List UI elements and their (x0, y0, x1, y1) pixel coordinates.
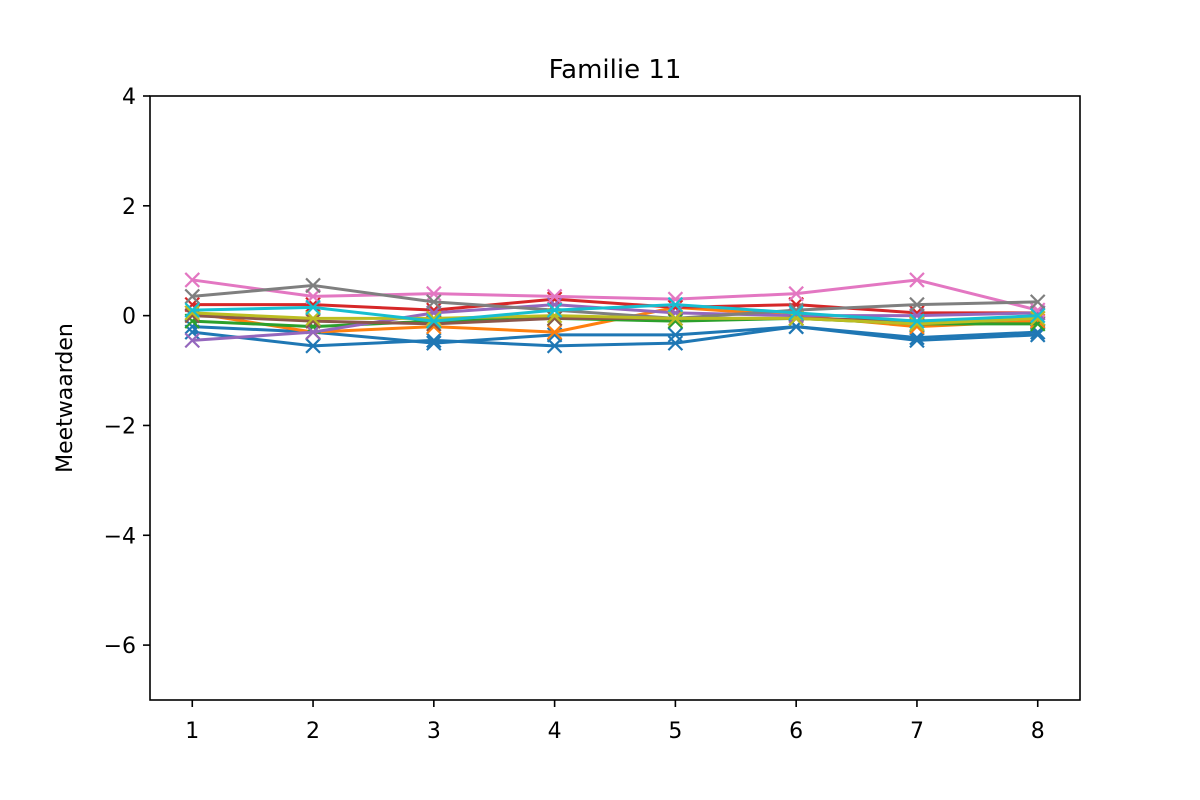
data-point-marker (426, 313, 442, 329)
data-point-marker (667, 296, 684, 313)
x-tick-label: 5 (668, 719, 682, 744)
x-tick-label: 4 (548, 719, 562, 744)
data-point-marker (305, 313, 321, 329)
data-point-marker (1029, 327, 1046, 343)
data-point-marker (909, 296, 925, 313)
axes-layer: 1 2 3 4 5 6 7 8 −6 −4 −2 0 2 4 (104, 85, 1081, 744)
data-point-marker (546, 302, 563, 318)
series-line (192, 278, 1039, 312)
series-line (192, 311, 1038, 326)
data-point-marker (909, 313, 925, 329)
data-point-marker (546, 324, 563, 340)
x-tick-label: 7 (910, 719, 924, 744)
series-11 (184, 296, 1046, 329)
data-point-marker (1029, 294, 1046, 310)
data-point-marker (305, 277, 321, 294)
data-point-marker (305, 324, 321, 340)
y-axis-label: Meetwaarden (53, 323, 78, 473)
data-point-marker (305, 299, 321, 316)
y-tick-label: 2 (122, 195, 136, 220)
data-point-marker (184, 305, 201, 321)
data-point-marker (426, 294, 442, 310)
y-tick-label: 4 (122, 85, 136, 110)
y-tick-label: −4 (104, 524, 136, 549)
data-point-marker (788, 285, 804, 302)
series-line (192, 325, 1038, 348)
data-point-marker (788, 305, 804, 321)
data-point-marker (546, 338, 563, 354)
y-tick-label: −2 (104, 414, 136, 439)
data-point-marker (909, 272, 925, 288)
data-point-marker (667, 310, 684, 327)
data-point-marker (1029, 310, 1046, 327)
series-line (192, 297, 1038, 315)
chart-title: Familie 11 (549, 55, 682, 85)
data-point-marker (667, 327, 684, 343)
x-tick-label: 6 (789, 719, 803, 744)
data-point-marker (426, 335, 442, 351)
y-tick-label: −6 (104, 634, 136, 659)
series-line (192, 325, 1038, 345)
series-line (192, 283, 1038, 320)
x-tick-label: 1 (185, 719, 199, 744)
data-point-marker (305, 310, 321, 327)
data-point-marker (426, 332, 442, 349)
data-point-marker (184, 302, 201, 318)
data-point-marker (184, 332, 201, 349)
x-tick-label: 3 (427, 719, 441, 744)
plot-frame (149, 95, 1081, 701)
x-tick-label: 8 (1031, 719, 1045, 744)
data-point-marker (184, 288, 201, 305)
y-tick-label: 0 (122, 305, 136, 330)
data-point-marker (184, 272, 201, 288)
data-point-marker (909, 316, 925, 332)
data-point-marker (426, 310, 442, 327)
series-layer (184, 272, 1046, 354)
data-point-marker (305, 288, 321, 305)
series-line (192, 303, 1038, 323)
data-point-marker (305, 338, 321, 354)
series-10 (184, 305, 1046, 332)
data-point-marker (909, 329, 925, 346)
data-point-marker (1029, 307, 1046, 324)
x-tick-label: 2 (306, 719, 320, 744)
data-point-marker (546, 288, 563, 305)
